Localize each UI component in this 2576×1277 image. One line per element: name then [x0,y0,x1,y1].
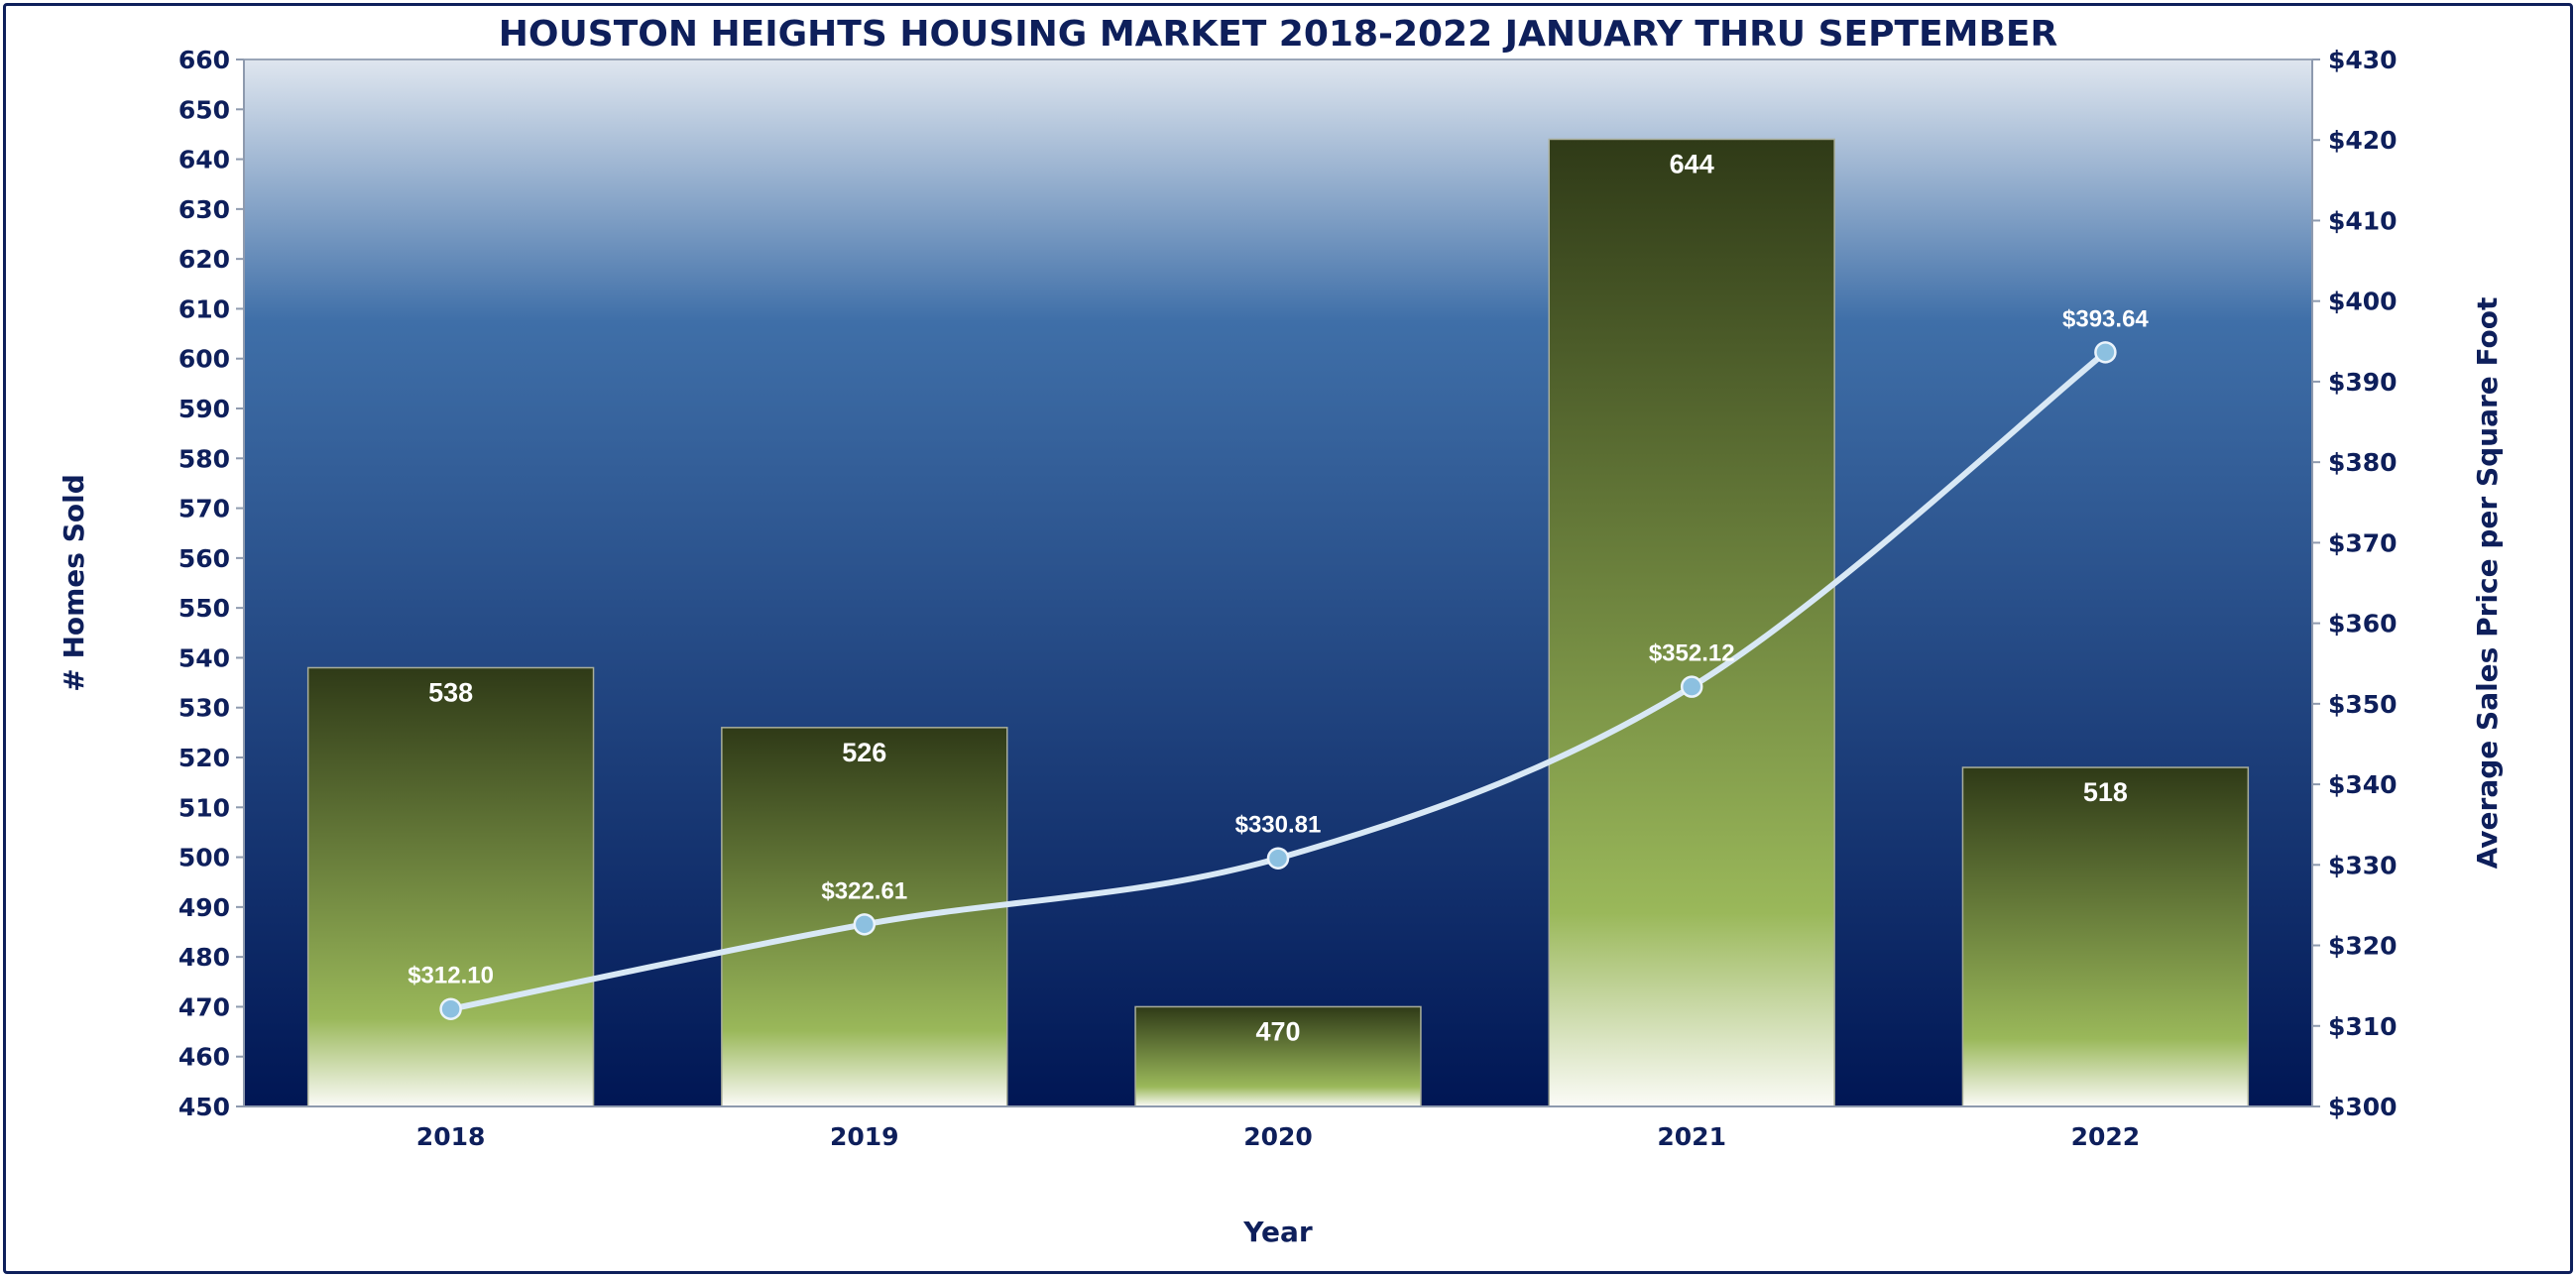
x-axis-title: Year [1242,1216,1313,1248]
left-tick-label: 610 [178,294,230,323]
right-tick-label: $410 [2328,206,2398,235]
left-tick-label: 560 [178,544,230,573]
left-tick-label: 500 [178,844,230,872]
left-tick-label: 590 [178,395,230,423]
left-tick-label: 470 [178,992,230,1021]
left-tick-label: 520 [178,744,230,772]
left-tick-label: 600 [178,345,230,374]
bar-value-label: 538 [428,677,473,707]
price-marker [1266,847,1290,870]
price-marker [853,913,877,936]
x-tick-label: 2019 [830,1122,899,1151]
left-tick-label: 580 [178,444,230,473]
left-tick-label: 540 [178,643,230,672]
right-tick-label: $360 [2328,610,2398,638]
left-tick-label: 460 [178,1043,230,1072]
x-axis: 2018 2019 2020 2021 2022 [244,1105,2312,1151]
y2-axis-title: Average Sales Price per Square Foot [2471,297,2504,870]
right-tick-label: $310 [2328,1012,2398,1041]
left-tick-label: 620 [178,245,230,274]
bar-value-label: 518 [2083,777,2128,807]
bars-group [306,138,2250,1107]
price-value-label: $312.10 [408,963,494,989]
x-tick-label: 2020 [1243,1122,1313,1151]
right-tick-label: $330 [2328,851,2398,879]
right-tick-label: $350 [2328,690,2398,719]
left-tick-label: 660 [178,46,230,74]
left-tick-label: 510 [178,793,230,822]
price-markers [439,341,2117,1020]
price-marker [439,997,462,1020]
price-labels-group: $312.10 $322.61 $330.81 $352.12 $393.64 [408,305,2149,988]
left-tick-label: 650 [178,95,230,124]
left-tick-label: 570 [178,495,230,523]
right-axis: $300 $310 $320 $330 $340 $350 $360 $370 $380 $390… [2311,46,2398,1121]
right-tick-label: $300 [2328,1093,2398,1121]
chart-title: HOUSTON HEIGHTS HOUSING MARKET 2018-2022… [499,14,2057,55]
price-value-label: $393.64 [2062,305,2149,332]
bar-value-label: 470 [1255,1016,1300,1046]
right-tick-label: $430 [2328,46,2398,74]
bar [1548,138,1835,1107]
right-tick-label: $320 [2328,932,2398,961]
x-tick-label: 2018 [416,1122,486,1151]
right-tick-label: $340 [2328,770,2398,799]
right-tick-label: $380 [2328,448,2398,477]
left-tick-label: 640 [178,146,230,174]
x-tick-label: 2021 [1657,1122,1726,1151]
left-tick-label: 550 [178,594,230,623]
bar [1961,766,2250,1107]
bar-labels-group: 538 526 470 644 518 [428,149,2128,1046]
bar-value-label: 526 [842,738,886,767]
price-value-label: $352.12 [1649,640,1735,667]
price-line [447,349,2109,1012]
left-tick-label: 480 [178,943,230,972]
right-tick-label: $420 [2328,126,2398,155]
left-tick-label: 490 [178,893,230,922]
price-value-label: $330.81 [1235,812,1322,839]
y-axis-title: # Homes Sold [58,474,90,692]
x-tick-label: 2022 [2071,1122,2141,1151]
left-axis: 450 460 470 480 490 500 510 520 530 540 550 560 570 5… [178,46,245,1121]
price-marker [2094,341,2117,364]
price-value-label: $322.61 [821,877,907,904]
left-tick-label: 530 [178,694,230,723]
right-tick-label: $400 [2328,288,2398,316]
bar-value-label: 644 [1670,149,1714,178]
right-tick-label: $390 [2328,368,2398,397]
bar [306,666,595,1107]
right-tick-label: $370 [2328,528,2398,557]
bar [1134,1005,1422,1107]
left-tick-label: 450 [178,1093,230,1121]
price-marker [1680,675,1703,698]
left-tick-label: 630 [178,195,230,224]
